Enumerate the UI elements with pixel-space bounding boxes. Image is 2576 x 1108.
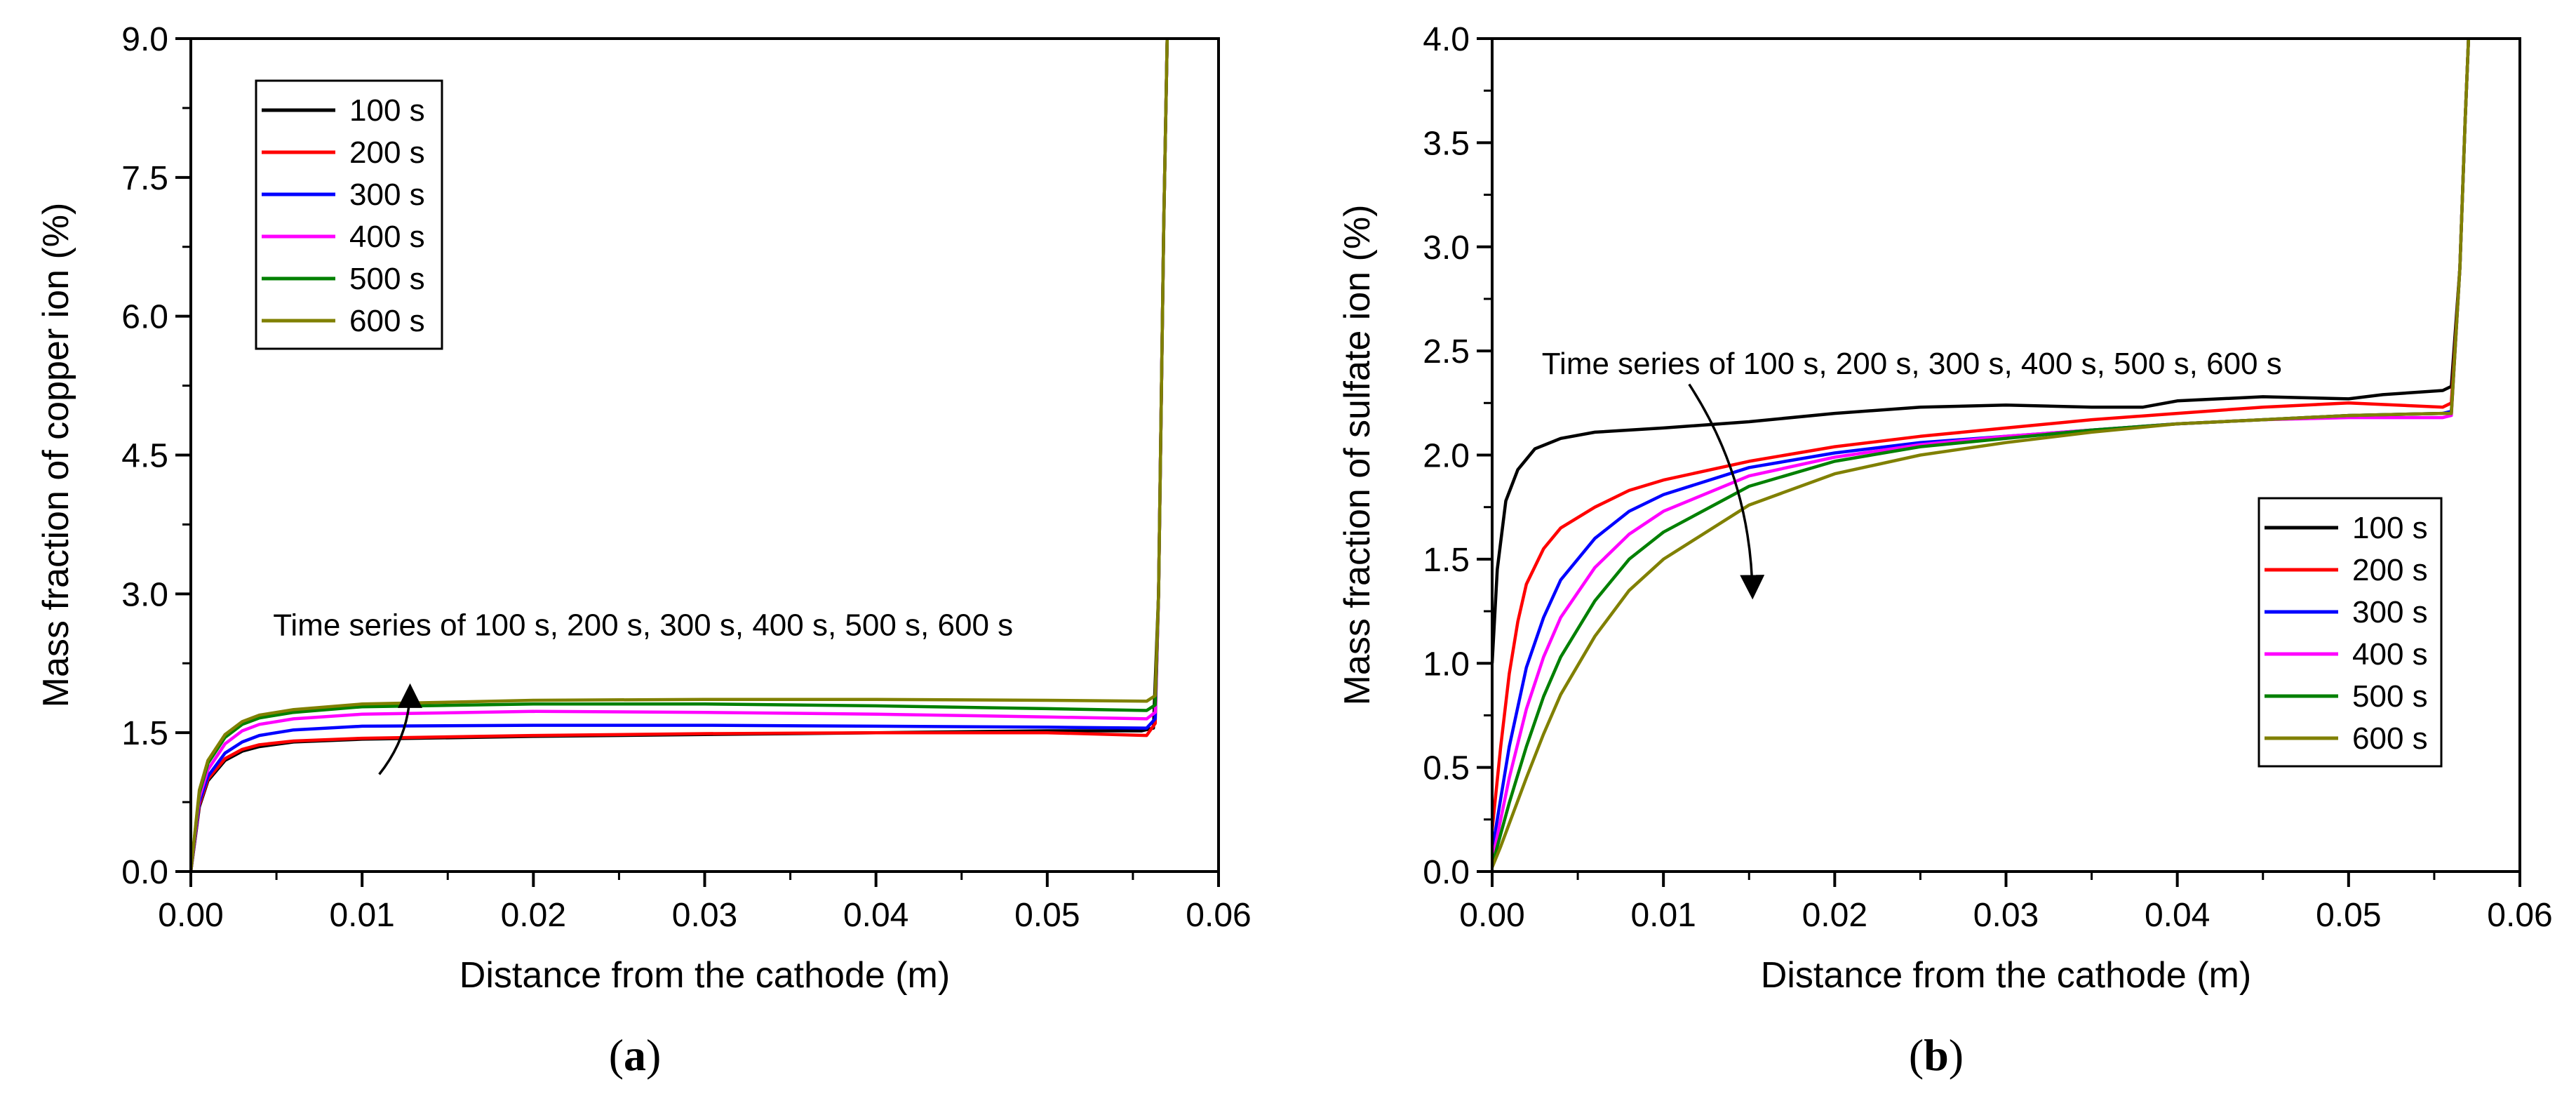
panel-label: (a) <box>609 1030 662 1080</box>
x-tick-label: 0.03 <box>672 897 737 934</box>
annotation-text: Time series of 100 s, 200 s, 300 s, 400 … <box>1542 347 2282 381</box>
y-axis-label: Mass fraction of sulfate ion (%) <box>1337 205 1378 706</box>
y-tick-label: 9.0 <box>121 21 168 58</box>
series-lines <box>1492 39 2471 868</box>
x-tick-label: 0.05 <box>1014 897 1080 934</box>
y-tick-label: 3.0 <box>121 576 168 613</box>
y-tick-label: 0.0 <box>1423 854 1470 891</box>
y-tick-label: 1.0 <box>1423 646 1470 683</box>
y-tick-label: 2.5 <box>1423 333 1470 371</box>
x-tick-label: 0.06 <box>2487 897 2552 934</box>
y-tick-label: 3.5 <box>1423 125 1470 162</box>
series-line-200s <box>1492 39 2471 830</box>
y-tick-label: 1.5 <box>121 715 168 752</box>
x-tick-label: 0.00 <box>1459 897 1524 934</box>
y-tick-label: 1.5 <box>1423 542 1470 579</box>
legend-label: 200 s <box>2352 553 2428 587</box>
legend-label: 500 s <box>2352 679 2428 714</box>
chart-panel-a: 0.00 0.01 0.02 0.03 0.04 0.05 0.06 0.0 1.5 3.0 4.5… <box>36 21 1252 1080</box>
y-tick-label: 7.5 <box>121 160 168 197</box>
x-tick-label: 0.00 <box>158 897 223 934</box>
legend: 100 s 200 s 300 s 400 s 500 s 600 s <box>2258 497 2443 768</box>
series-lines <box>191 39 1169 872</box>
series-line-400s <box>1492 39 2471 862</box>
legend-label: 100 s <box>2352 511 2428 545</box>
x-tick-label: 0.06 <box>1186 897 1251 934</box>
annotation-arrow <box>378 683 422 775</box>
x-tick-label: 0.03 <box>1973 897 2039 934</box>
y-tick-label: 4.0 <box>1423 21 1470 58</box>
series-line-600s <box>1492 39 2471 868</box>
legend-label: 200 s <box>349 135 425 170</box>
annotation-arrow <box>1688 383 1765 600</box>
annotation-text: Time series of 100 s, 200 s, 300 s, 400 … <box>273 608 1013 643</box>
y-tick-label: 2.0 <box>1423 438 1470 475</box>
y-tick-label: 3.0 <box>1423 229 1470 267</box>
y-tick-label: 0.0 <box>121 854 168 891</box>
legend-label: 300 s <box>349 178 425 212</box>
legend-label: 400 s <box>349 220 425 254</box>
legend-label: 300 s <box>2352 595 2428 629</box>
y-tick-label: 6.0 <box>121 299 168 336</box>
x-tick-label: 0.01 <box>329 897 394 934</box>
x-tick-label: 0.04 <box>843 897 908 934</box>
x-axis-label: Distance from the cathode (m) <box>1761 955 2251 996</box>
x-tick-label: 0.05 <box>2316 897 2381 934</box>
x-tick-label: 0.04 <box>2145 897 2210 934</box>
legend-label: 100 s <box>349 93 425 128</box>
y-axis-label: Mass fraction of copper ion (%) <box>36 203 76 708</box>
legend-label: 500 s <box>349 262 425 296</box>
y-tick-label: 4.5 <box>121 438 168 475</box>
x-axis-label: Distance from the cathode (m) <box>459 955 950 996</box>
legend-label: 600 s <box>2352 721 2428 756</box>
x-tick-label: 0.02 <box>1802 897 1867 934</box>
legend-label: 400 s <box>2352 637 2428 672</box>
legend-label: 600 s <box>349 304 425 338</box>
x-tick-label: 0.02 <box>501 897 566 934</box>
series-line-600s <box>191 39 1169 872</box>
chart-panel-b: 0.00 0.01 0.02 0.03 0.04 0.05 0.06 0.0 0.5 1.0 1.5… <box>1337 21 2553 1080</box>
y-tick-label: 0.5 <box>1423 750 1470 787</box>
x-tick-label: 0.01 <box>1630 897 1696 934</box>
legend-box <box>2258 497 2443 768</box>
legend-box <box>255 79 443 350</box>
series-line-100s <box>1492 39 2471 664</box>
legend: 100 s 200 s 300 s 400 s 500 s 600 s <box>255 79 443 350</box>
panel-label: (b) <box>1909 1030 1964 1080</box>
